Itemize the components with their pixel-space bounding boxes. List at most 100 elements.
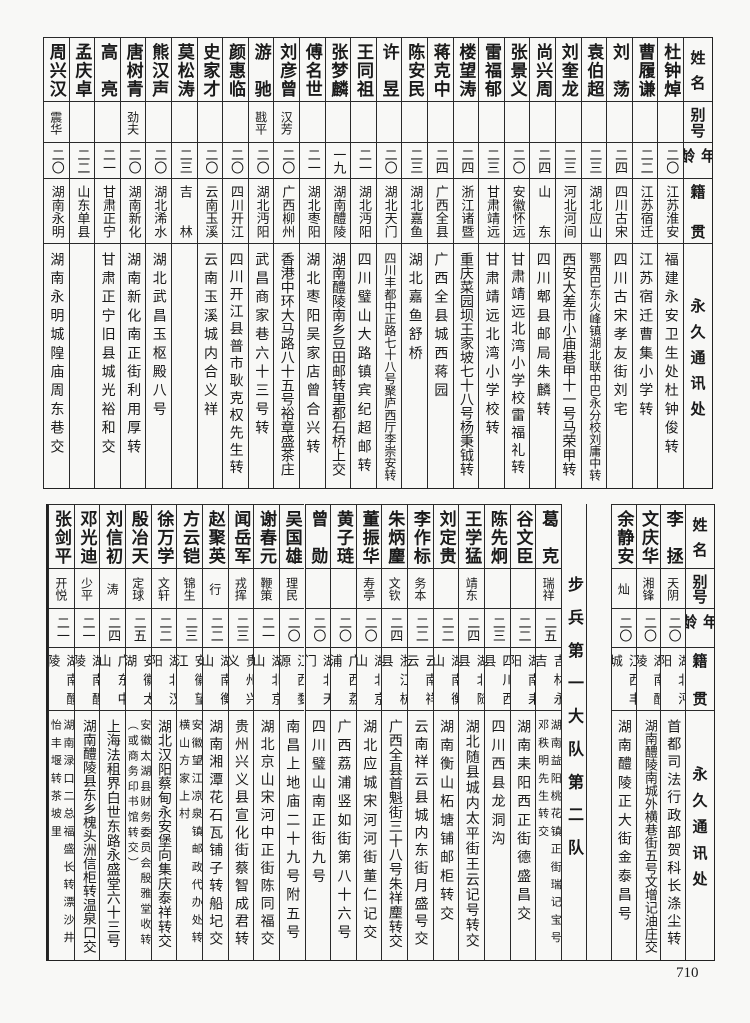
person-native-cell: 湖南永明 [43, 178, 69, 243]
person-age: 二四 [458, 148, 474, 174]
person-alias: 文钦 [387, 577, 402, 601]
person-address-cell: 武昌商家巷六十三号转 [247, 243, 274, 488]
person-native: 四川西县 [484, 654, 510, 705]
person-alias: 靖东 [464, 577, 479, 601]
person-age: 二〇 [284, 615, 300, 642]
person-address-cell: 甘肃靖远北湾小学校雷福礼转 [503, 243, 530, 488]
person-age-cell: 二〇 [119, 142, 146, 178]
person-native-cell: 湖南衡山 [432, 647, 459, 710]
person-address-cell: 湖南渌口二总福盛长转漂沙井 怡丰堰转茶坡里 [48, 710, 74, 960]
person-name-cell: 周兴汉 [43, 37, 69, 101]
person-native: 广西荔浦 [330, 654, 356, 705]
person-native-cell: 湖北嘉鱼 [401, 178, 427, 243]
person-age: 二〇 [335, 615, 351, 642]
person-age-cell: 二〇 [247, 142, 274, 178]
person-address-cell: 江苏宿迁曹集小学转 [631, 243, 658, 488]
person-alias-cell [299, 101, 325, 142]
person-name-cell: 陈先炯 [484, 504, 510, 568]
person-name-cell: 熊汉声 [145, 37, 171, 101]
person-native-cell: 江苏淮安 [657, 178, 683, 243]
person-name-cell: 李拯 [660, 504, 685, 568]
person-address: 广西荔浦竖如街第八十六号 [335, 719, 352, 944]
person-alias-cell [452, 101, 479, 142]
roster-table-top: 姓名 别号 年龄 籍贯 永久通讯处 杜钟焯 二〇 江苏淮安 福建永安卫生处杜钟俊转 曹履谦 二二 江苏… [43, 37, 713, 489]
person-age-cell: 二〇 [43, 142, 69, 178]
person-address-cell: 湖南耒阳西正街德盛昌交 [509, 710, 536, 960]
person-native-cell: 四川西县 [484, 647, 510, 710]
person-alias-cell: 锦生 [176, 568, 202, 608]
person-name-cell: 游驰 [247, 37, 274, 101]
person-native: 吉林 [176, 185, 192, 238]
person-age: 二二 [74, 148, 90, 174]
person-native-cell: 湖北京山 [253, 647, 279, 710]
person-native-cell: 湖北沔阳 [247, 178, 274, 243]
person-name: 文庆华 [637, 510, 658, 564]
person-native-cell: 云南祥云 [407, 647, 433, 710]
person-name: 熊汉声 [148, 43, 169, 97]
person-address-cell: 湖南醴陵南乡豆田邮转里都石桥上交 [324, 243, 351, 488]
person-address: 贵州兴义县宣化街蔡智成君转 [232, 719, 249, 950]
person-age: 二〇 [202, 148, 218, 174]
person-age-cell: 二一 [94, 142, 120, 178]
person-name: 许昱 [378, 43, 399, 97]
person-age: 二五 [541, 615, 557, 642]
person-address: 湖北武昌玉枢殿八号 [150, 252, 167, 421]
person-address: 重庆菜园坝王家坡七十八号杨秉钺转 [457, 252, 474, 477]
person-address-cell: 四川郫县邮局朱麟转 [529, 243, 555, 488]
person-name-cell: 余静安 [611, 504, 636, 568]
header-name: 姓名 [690, 517, 709, 557]
person-name-cell: 吴国雄 [278, 504, 305, 568]
person-native-cell: 江西丰城 [611, 647, 636, 710]
person-age-cell: 二〇 [657, 142, 683, 178]
person-alias-cell [631, 101, 658, 142]
person-name-cell: 傅名世 [299, 37, 325, 101]
person-age-cell: 二三 [171, 142, 197, 178]
person-age: 二一 [304, 148, 320, 174]
person-address: 上海法租界白世东路永盛堂六十三号 [104, 719, 121, 949]
person-native-cell: 湖北浠水 [145, 178, 171, 243]
person-name: 王学猛 [461, 510, 482, 564]
person-alias-cell: 文轩 [150, 568, 177, 608]
person-age-cell: 二〇 [278, 608, 305, 647]
header-name: 姓名 [688, 50, 707, 90]
person-alias: 戡平 [253, 110, 268, 135]
person-alias: 务本 [412, 577, 427, 601]
person-alias-cell [171, 101, 197, 142]
person-address-cell: 湖南湘潭花石瓦铺子转船圮交 [201, 710, 228, 960]
person-address: 四川璧山大路镇宾纪超邮转 [355, 252, 372, 477]
person-age-cell: 二四 [606, 142, 632, 178]
person-native: 湖南耒阳 [509, 654, 536, 705]
header-age-cell: 年龄 [685, 608, 714, 647]
header-alias: 别号 [690, 574, 709, 604]
person-alias-cell [375, 101, 402, 142]
person-alias-cell [509, 568, 536, 608]
person-name: 李拯 [662, 510, 683, 564]
person-alias-cell: 行 [201, 568, 228, 608]
person-name: 楼望涛 [455, 43, 476, 97]
person-native-cell: 湖北沔阳 [350, 178, 376, 243]
person-alias-cell [432, 568, 459, 608]
person-name: 吴国雄 [281, 510, 302, 564]
person-name-cell: 蒋克中 [427, 37, 453, 101]
person-age-cell: 二〇 [330, 608, 356, 647]
person-alias-cell: 鞭策 [253, 568, 279, 608]
person-address: 四川郫县邮局朱麟转 [534, 252, 551, 421]
person-name-cell: 高亮 [94, 37, 120, 101]
person-native-cell: 吉林 [171, 178, 197, 243]
person-name: 陈安民 [404, 43, 425, 97]
person-age-cell: 二一 [253, 608, 279, 647]
person-alias-cell: 开悦 [48, 568, 74, 608]
person-age-cell: 二二 [509, 608, 536, 647]
person-alias: 天阴 [665, 577, 680, 601]
person-name: 殷冶天 [127, 510, 148, 564]
person-address-cell: 湖南衡山柘塘铺邮柜转交 [432, 710, 459, 960]
person-alias-cell: 少平 [73, 568, 100, 608]
person-name-cell: 李作标 [407, 504, 433, 568]
person-address: 首都司法行政部贺科长涤尘转 [665, 719, 682, 950]
header-native-cell: 籍贯 [685, 647, 714, 710]
person-name: 刘信初 [102, 510, 123, 564]
header-alias-cell: 别号 [685, 568, 714, 608]
person-native: 湖北天门 [304, 654, 331, 705]
person-native-cell: 湖南衡山 [201, 647, 228, 710]
person-native: 湖南醴陵 [73, 654, 100, 705]
